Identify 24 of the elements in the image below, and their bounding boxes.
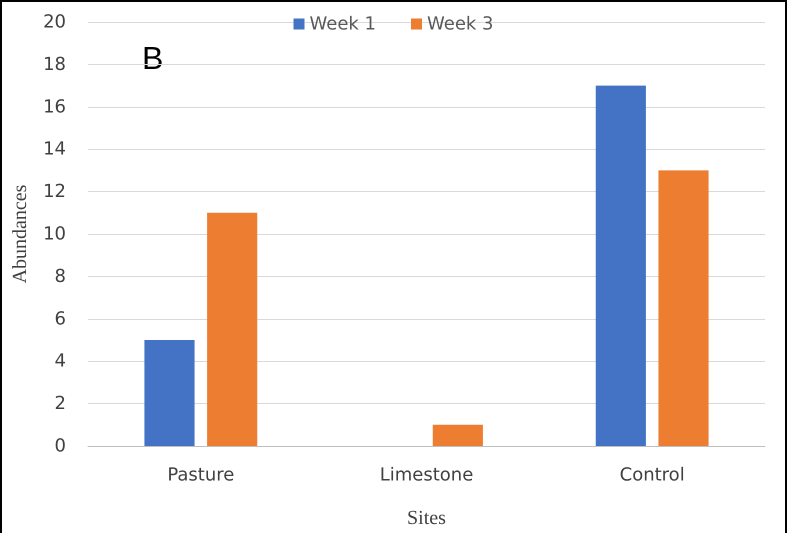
x-axis-title: Sites [407, 507, 446, 529]
bar [596, 86, 646, 446]
y-tick-label: 12 [43, 181, 66, 202]
y-tick-label: 18 [43, 54, 66, 75]
y-tick-label: 14 [43, 138, 66, 160]
annotation: B [142, 40, 164, 76]
y-tick-label: 4 [54, 350, 66, 372]
y-tick-label: 20 [43, 12, 66, 32]
legend-label: Week 3 [427, 14, 494, 34]
y-tick-label: 6 [54, 308, 66, 330]
y-tick-label: 0 [54, 436, 66, 456]
bar [432, 424, 483, 446]
legend-label: Week 1 [310, 14, 376, 34]
y-tick-label: 10 [43, 224, 66, 244]
bar [658, 170, 709, 446]
bar [207, 212, 258, 446]
x-tick-label: Pasture [167, 464, 234, 486]
x-tick-label: Limestone [380, 464, 474, 486]
y-tick-label: 2 [54, 393, 66, 414]
y-axis-title: Abundances [9, 184, 31, 284]
y-tick-label: 8 [54, 266, 66, 287]
x-tick-label: Control [620, 464, 685, 486]
y-tick-label: 16 [43, 96, 66, 118]
bar [144, 340, 195, 446]
